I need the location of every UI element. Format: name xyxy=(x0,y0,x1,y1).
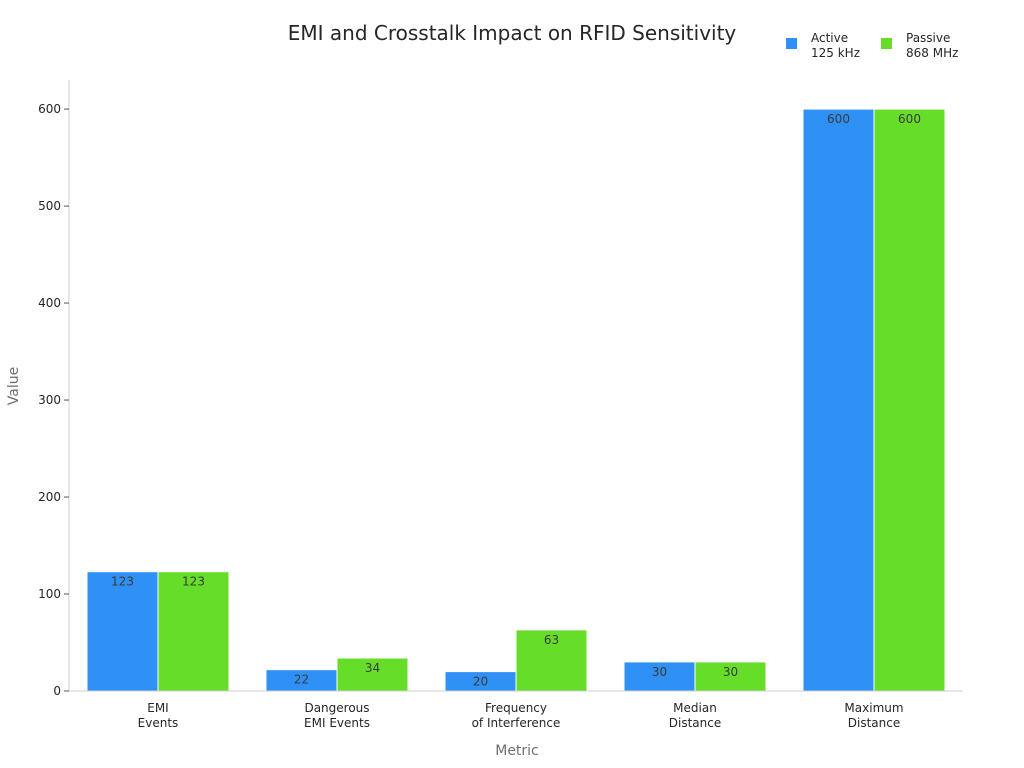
legend: Active 125 kHz Passive 868 MHz xyxy=(786,31,958,60)
legend-swatch xyxy=(786,38,797,49)
data-label: 123 xyxy=(111,575,134,589)
data-label: 600 xyxy=(898,112,921,126)
data-label: 22 xyxy=(294,673,309,687)
x-tick-label-line: of Interference xyxy=(472,716,561,730)
x-tick-label-line: Median xyxy=(673,701,717,715)
x-tick-label: Maximum Distance xyxy=(844,701,903,730)
y-tick-label: 0 xyxy=(53,684,61,698)
bar-passive-4 xyxy=(873,108,946,692)
y-axis-title: Value xyxy=(6,367,22,405)
data-label: 34 xyxy=(365,661,380,675)
legend-label: Active 125 kHz xyxy=(811,31,860,60)
x-tick-label-line: Distance xyxy=(848,716,900,730)
data-label: 63 xyxy=(544,633,559,647)
x-tick-label-line: Distance xyxy=(669,716,721,730)
y-tick-label: 600 xyxy=(38,102,61,116)
x-tick-label-line: Frequency xyxy=(485,701,547,715)
y-tick-label: 300 xyxy=(38,393,61,407)
legend-swatch xyxy=(881,38,892,49)
data-label: 30 xyxy=(652,665,667,679)
data-label: 30 xyxy=(723,665,738,679)
x-tick-label-line: EMI xyxy=(147,701,168,715)
y-tick-label: 100 xyxy=(38,587,61,601)
legend-label: Passive 868 MHz xyxy=(906,31,958,60)
legend-item-passive: Passive 868 MHz xyxy=(881,31,958,60)
bar-active-4 xyxy=(802,108,875,692)
x-axis-title: Metric xyxy=(495,743,539,759)
x-tick-label-line: Events xyxy=(138,716,179,730)
data-label: 20 xyxy=(473,675,488,689)
legend-item-active: Active 125 kHz xyxy=(786,31,860,60)
x-tick-label: Dangerous EMI Events xyxy=(304,701,370,730)
x-tick-label-line: Dangerous xyxy=(304,701,369,715)
y-tick-label: 400 xyxy=(38,296,61,310)
data-label: 600 xyxy=(827,112,850,126)
x-tick-label: Frequency of Interference xyxy=(472,701,561,730)
chart-title: EMI and Crosstalk Impact on RFID Sensiti… xyxy=(288,21,737,45)
x-tick-label: EMI Events xyxy=(138,701,179,730)
legend-label-line: 868 MHz xyxy=(906,46,958,60)
x-tick-label-line: Maximum xyxy=(844,701,903,715)
bar-passive-2 xyxy=(515,629,588,692)
bar-passive-0 xyxy=(157,571,230,692)
legend-label-line: Passive xyxy=(906,31,950,45)
legend-label-line: 125 kHz xyxy=(811,46,860,60)
plot-area: 123 123 22 34 20 63 30 30 600 600 xyxy=(86,108,946,692)
legend-label-line: Active xyxy=(811,31,848,45)
data-label: 123 xyxy=(182,575,205,589)
x-tick-label-line: EMI Events xyxy=(304,716,370,730)
bar-active-0 xyxy=(86,571,159,692)
y-tick-label: 200 xyxy=(38,490,61,504)
x-tick-label: Median Distance xyxy=(669,701,721,730)
bar-passive-1 xyxy=(336,657,409,692)
y-tick-label: 500 xyxy=(38,199,61,213)
